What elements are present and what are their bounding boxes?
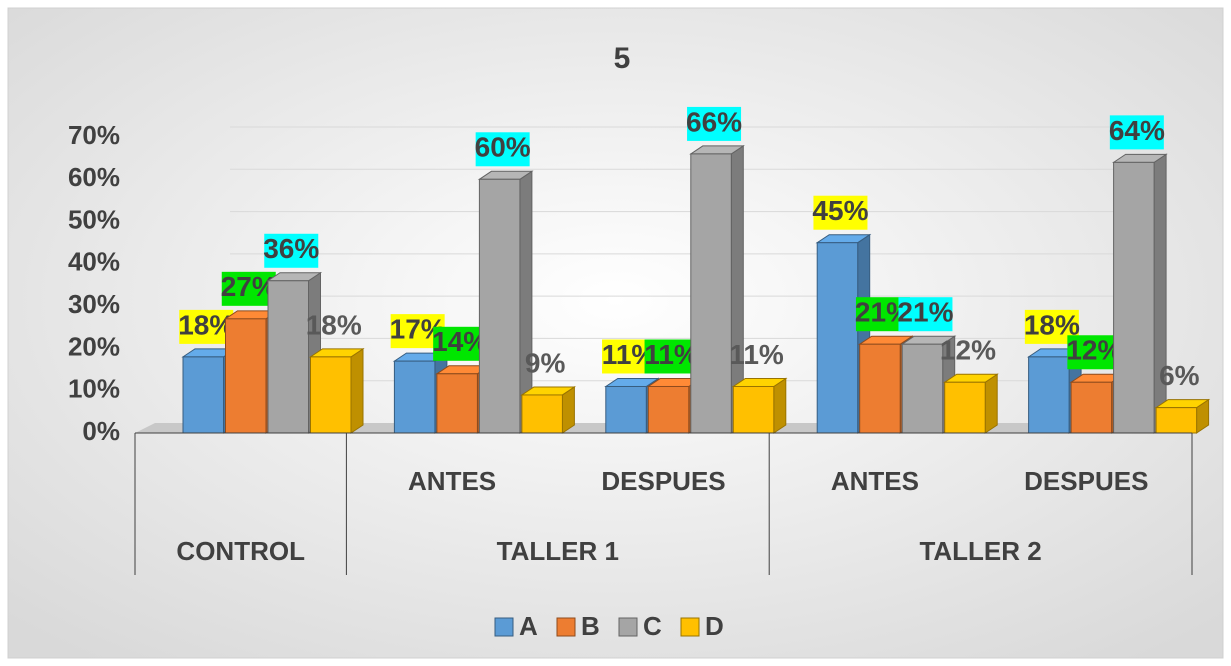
bar-front [732, 385, 775, 434]
x-tick-label: DESPUES [601, 466, 725, 496]
data-label-background [433, 326, 488, 361]
bar [858, 335, 914, 434]
data-label: 12% [940, 335, 996, 366]
group-label: TALLER 1 [497, 536, 619, 566]
x-tick-label: ANTES [831, 466, 919, 496]
bar-front [690, 153, 732, 434]
data-label: 9% [525, 347, 566, 378]
data-label: 64% [1109, 115, 1165, 146]
bar-side [1153, 153, 1167, 434]
bar-front [225, 318, 267, 434]
y-tick-label: 30% [68, 289, 120, 319]
bar-front [1113, 161, 1155, 434]
y-tick-label: 40% [68, 247, 120, 277]
bar-side [984, 373, 998, 434]
data-label-background [264, 233, 319, 268]
bar-front [901, 343, 944, 434]
data-label-background [1067, 335, 1122, 370]
y-tick-label: 20% [68, 331, 120, 361]
bar-front [521, 394, 563, 434]
bar-front [310, 356, 352, 434]
data-label-background [813, 195, 868, 230]
data-label-background [221, 271, 276, 306]
y-tick-label: 0% [82, 416, 120, 446]
bar-front [182, 356, 224, 434]
data-label-background [1109, 115, 1164, 150]
bar [308, 347, 365, 434]
x-tick-label: ANTES [408, 466, 496, 496]
bar [1154, 398, 1211, 434]
bar [731, 377, 788, 434]
bar-side [350, 347, 364, 434]
legend-label: C [643, 611, 662, 641]
bar [943, 373, 999, 434]
bar [1111, 153, 1168, 434]
bar-front [1155, 407, 1198, 434]
y-tick-label: 70% [68, 120, 120, 150]
bar-front [859, 343, 901, 434]
y-tick-label: 50% [68, 204, 120, 234]
legend-label: B [581, 611, 600, 641]
legend-label: A [519, 611, 538, 641]
data-label: 11% [729, 339, 784, 370]
x-tick-label: DESPUES [1024, 466, 1148, 496]
bar-front [647, 385, 690, 434]
bar [477, 170, 534, 434]
data-label: 21% [897, 297, 953, 328]
bar-front [605, 385, 647, 434]
bar-side [773, 377, 787, 434]
group-label: TALLER 2 [919, 536, 1041, 566]
data-label: 60% [475, 132, 531, 163]
legend-swatch [680, 617, 700, 637]
legend-swatch [618, 617, 638, 637]
data-label: 11% [644, 339, 699, 370]
data-label: 18% [1024, 309, 1080, 340]
data-label: 45% [812, 195, 868, 226]
y-tick-label: 60% [68, 162, 120, 192]
legend-label: D [705, 611, 724, 641]
bar-front [1070, 381, 1113, 434]
bar-front [267, 280, 309, 434]
data-label-background [475, 132, 530, 167]
y-tick-label: 10% [68, 374, 120, 404]
bar-front [436, 373, 478, 434]
data-label-background [687, 106, 742, 141]
legend-swatch [556, 617, 576, 637]
data-label-background [898, 297, 953, 332]
data-label: 6% [1159, 360, 1200, 391]
bar-front [944, 381, 986, 434]
data-label-background [644, 339, 699, 374]
data-label: 36% [263, 233, 319, 264]
data-label: 66% [686, 106, 742, 137]
bar-front [393, 360, 436, 434]
bar [520, 386, 577, 434]
data-label-background [179, 309, 234, 344]
bar-front [816, 242, 859, 434]
chart-title: 5 [614, 42, 631, 75]
data-label: 18% [306, 309, 362, 340]
bar-front [478, 178, 521, 434]
group-label: CONTROL [176, 536, 305, 566]
bar [689, 144, 745, 434]
bar-front [1028, 356, 1070, 434]
legend-swatch [494, 617, 514, 637]
